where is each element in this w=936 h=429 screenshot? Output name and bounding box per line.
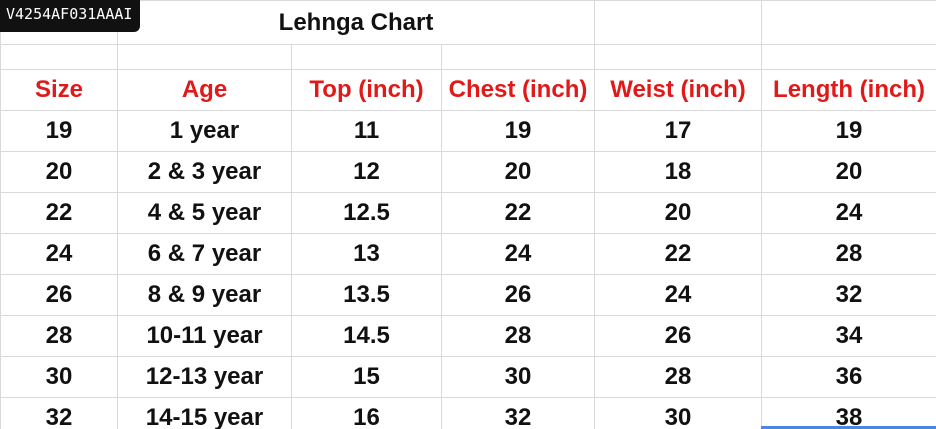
header-age[interactable]: Age <box>117 69 292 111</box>
cell-age[interactable]: 1 year <box>117 110 292 152</box>
cell-length[interactable]: 28 <box>761 233 936 275</box>
sku-badge: V4254AF031AAAI <box>0 0 141 32</box>
cell-age[interactable]: 10-11 year <box>117 315 292 357</box>
table-row: 30 12-13 year 15 30 28 36 <box>0 356 936 398</box>
cell-chest[interactable]: 19 <box>440 110 596 152</box>
cell-top[interactable]: 13 <box>291 233 442 275</box>
header-waist[interactable]: Weist (inch) <box>594 69 763 111</box>
cell-size[interactable]: 32 <box>0 397 118 429</box>
cell-waist[interactable]: 26 <box>594 315 763 357</box>
header-length[interactable]: Length (inch) <box>761 69 936 111</box>
header-chest[interactable]: Chest (inch) <box>440 69 596 111</box>
cell-waist[interactable]: 22 <box>594 233 763 275</box>
cell-length[interactable]: 38 <box>761 397 936 429</box>
cell-chest[interactable]: 22 <box>440 192 596 234</box>
cell-length[interactable]: 19 <box>761 110 936 152</box>
cell-empty[interactable] <box>291 44 442 70</box>
cell-waist[interactable]: 28 <box>594 356 763 398</box>
header-row: Size Age Top (inch) Chest (inch) Weist (… <box>0 69 936 111</box>
cell-top[interactable]: 13.5 <box>291 274 442 316</box>
cell-waist[interactable]: 24 <box>594 274 763 316</box>
table-row: 24 6 & 7 year 13 24 22 28 <box>0 233 936 275</box>
cell-length[interactable]: 32 <box>761 274 936 316</box>
cell-empty[interactable] <box>117 44 292 70</box>
cell-size[interactable]: 30 <box>0 356 118 398</box>
cell-chest[interactable]: 28 <box>440 315 596 357</box>
title-row: Lehnga Chart <box>0 0 936 45</box>
table-row: 32 14-15 year 16 32 30 38 <box>0 397 936 429</box>
table-row: 28 10-11 year 14.5 28 26 34 <box>0 315 936 357</box>
cell-age[interactable]: 14-15 year <box>117 397 292 429</box>
cell-top[interactable]: 14.5 <box>291 315 442 357</box>
cell-top[interactable]: 16 <box>291 397 442 429</box>
cell-age[interactable]: 2 & 3 year <box>117 151 292 193</box>
cell-age[interactable]: 8 & 9 year <box>117 274 292 316</box>
cell-top[interactable]: 12 <box>291 151 442 193</box>
selection-edge <box>761 426 936 429</box>
cell-chest[interactable]: 30 <box>440 356 596 398</box>
cell-size[interactable]: 24 <box>0 233 118 275</box>
cell-top[interactable]: 11 <box>291 110 442 152</box>
header-size[interactable]: Size <box>0 69 118 111</box>
cell-age[interactable]: 4 & 5 year <box>117 192 292 234</box>
cell-empty[interactable] <box>761 44 936 70</box>
cell-length[interactable]: 20 <box>761 151 936 193</box>
cell-size[interactable]: 26 <box>0 274 118 316</box>
table-row: 26 8 & 9 year 13.5 26 24 32 <box>0 274 936 316</box>
cell-waist[interactable]: 30 <box>594 397 763 429</box>
cell-chest[interactable]: 20 <box>440 151 596 193</box>
chart-title: Lehnga Chart <box>116 0 596 45</box>
table-row: 20 2 & 3 year 12 20 18 20 <box>0 151 936 193</box>
cell-chest[interactable]: 26 <box>440 274 596 316</box>
cell-age[interactable]: 12-13 year <box>117 356 292 398</box>
cell-chest[interactable]: 32 <box>440 397 596 429</box>
cell-empty[interactable] <box>440 44 596 70</box>
cell-size[interactable]: 22 <box>0 192 118 234</box>
cell-length[interactable]: 36 <box>761 356 936 398</box>
cell-waist[interactable]: 17 <box>594 110 763 152</box>
cell-waist[interactable]: 20 <box>594 192 763 234</box>
cell-top[interactable]: 12.5 <box>291 192 442 234</box>
table-row: 19 1 year 11 19 17 19 <box>0 110 936 152</box>
cell-size[interactable]: 28 <box>0 315 118 357</box>
cell-top[interactable]: 15 <box>291 356 442 398</box>
cell-length[interactable]: 24 <box>761 192 936 234</box>
cell-empty[interactable] <box>0 44 118 70</box>
cell-chest[interactable]: 24 <box>440 233 596 275</box>
cell-empty[interactable] <box>594 0 763 45</box>
blank-row <box>0 44 936 70</box>
cell-size[interactable]: 20 <box>0 151 118 193</box>
cell-empty[interactable] <box>594 44 763 70</box>
cell-empty[interactable] <box>761 0 936 45</box>
cell-length[interactable]: 34 <box>761 315 936 357</box>
header-top[interactable]: Top (inch) <box>291 69 442 111</box>
cell-age[interactable]: 6 & 7 year <box>117 233 292 275</box>
table-row: 22 4 & 5 year 12.5 22 20 24 <box>0 192 936 234</box>
cell-size[interactable]: 19 <box>0 110 118 152</box>
cell-waist[interactable]: 18 <box>594 151 763 193</box>
